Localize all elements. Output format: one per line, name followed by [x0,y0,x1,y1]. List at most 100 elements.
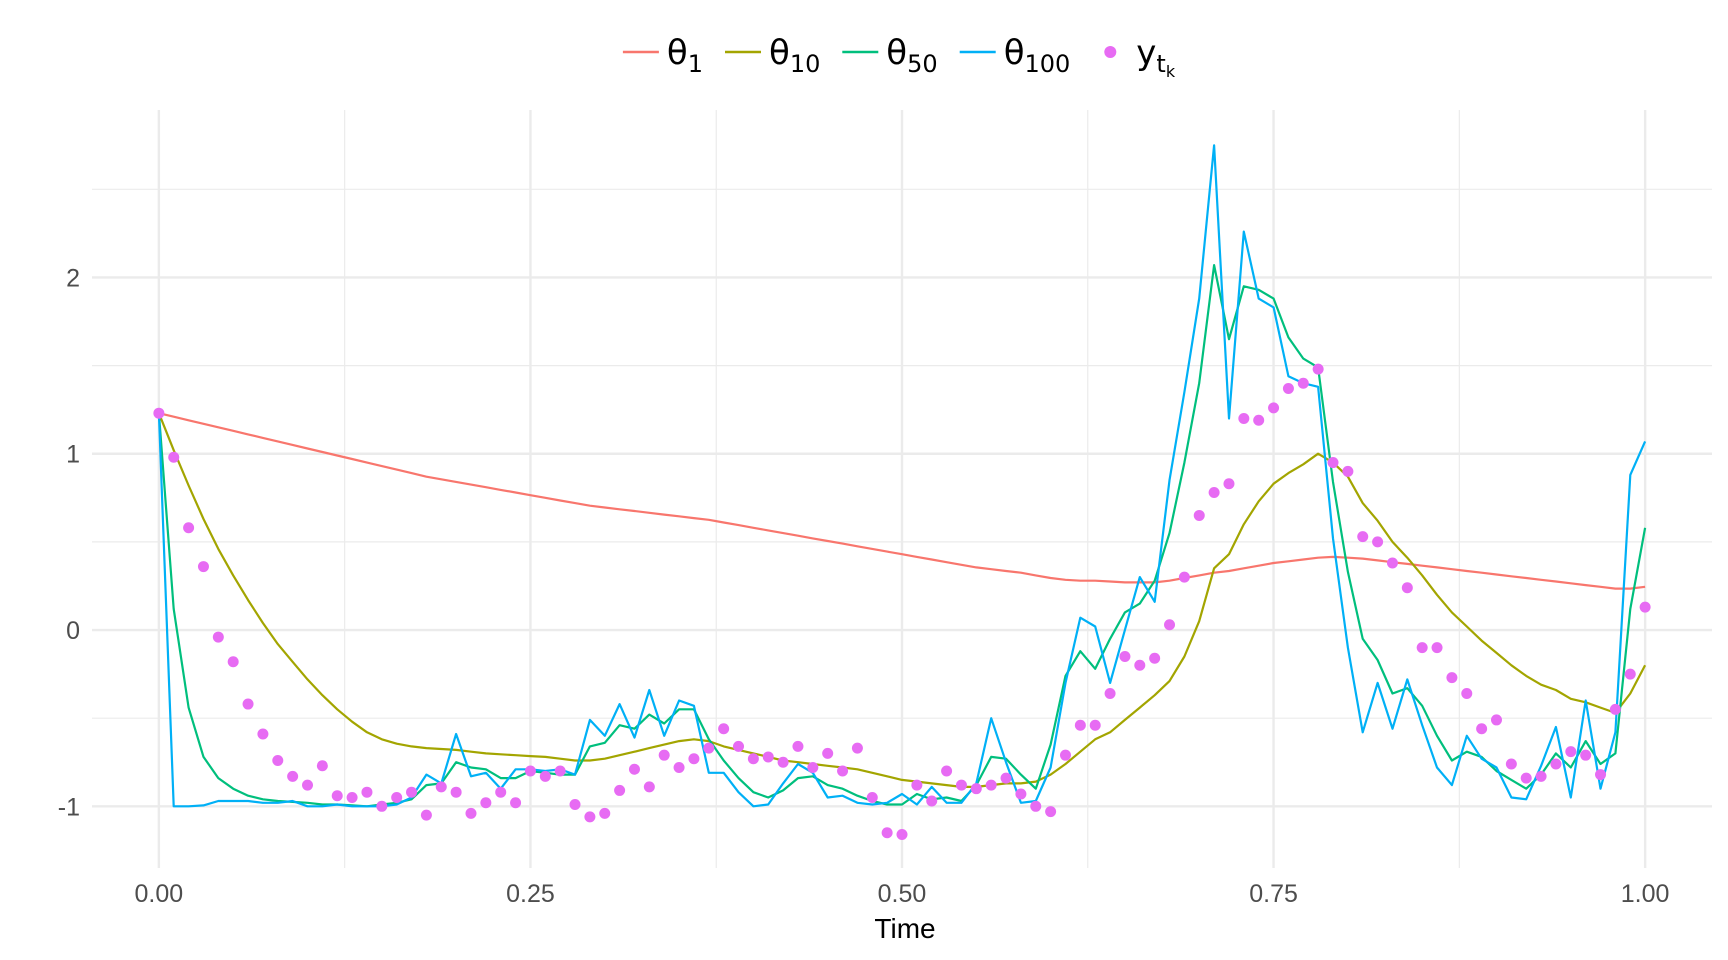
data-point [1030,800,1042,812]
legend-item-theta-10: θ10 [725,33,820,78]
data-point [1461,687,1473,699]
data-point [316,760,328,772]
series-line-theta-10 [157,412,1647,789]
data-point [1268,402,1280,414]
grid-major [92,110,1712,868]
data-point [822,747,834,759]
data-point [1565,746,1577,758]
data-point [688,753,700,765]
y-tick-label: -1 [58,793,80,821]
data-point [1520,772,1532,784]
data-point [1595,769,1607,781]
x-tick-label: 0.25 [506,880,555,908]
data-point [777,756,789,768]
data-point [539,770,551,782]
legend-item-theta-100: θ100 [959,33,1071,78]
data-point [510,797,522,809]
data-point [1164,619,1176,631]
data-point [1178,571,1190,583]
data-point [1104,687,1116,699]
data-point [1505,758,1517,770]
data-point [1089,719,1101,731]
data-point [212,631,224,643]
legend-item-y-tk: ytk [1104,33,1176,81]
data-point [197,561,209,573]
data-point [495,786,507,798]
legend-label: θ1 [667,33,703,78]
data-point [1327,457,1339,469]
x-axis-title: Time [874,913,935,944]
data-point [747,753,759,765]
x-tick-label: 0.50 [878,880,927,908]
data-point [1386,557,1398,569]
data-point [1000,772,1012,784]
data-point [1015,788,1027,800]
legend-label: θ100 [1004,33,1071,78]
data-point [361,786,373,798]
series-points-y-tk [153,363,1651,841]
data-point [1431,642,1443,654]
data-point [1297,377,1309,389]
x-tick-label: 0.75 [1249,880,1298,908]
data-point [1238,412,1250,424]
legend-label: θ10 [769,33,820,78]
data-point [733,740,745,752]
data-point [1223,478,1235,490]
data-point [643,781,655,793]
x-tick-label: 0.00 [135,880,184,908]
data-point [1639,601,1651,613]
data-point [420,809,432,821]
data-point [346,791,358,803]
data-point [1624,668,1636,680]
data-point [1372,536,1384,548]
legend-label: ytk [1136,33,1176,81]
data-point [792,740,804,752]
data-point [331,790,343,802]
data-point [1535,770,1547,782]
data-point [227,656,239,668]
data-point [911,779,923,791]
data-point [1401,582,1413,594]
data-point [881,827,893,839]
data-point [465,807,477,819]
y-tick-label: 1 [66,441,80,469]
data-point [242,698,254,710]
data-point [554,765,566,777]
legend-item-theta-1: θ1 [622,33,703,78]
data-point [762,751,774,763]
y-axis-tick-labels: -1 0 1 2 [58,264,80,821]
x-axis-tick-labels: 0.00 0.25 0.50 0.75 1.00 [135,880,1670,908]
data-point [1208,487,1220,499]
data-point [1074,719,1086,731]
data-point [153,407,165,419]
y-tick-label: 2 [66,264,80,292]
legend-key-point [1104,46,1117,58]
data-point [287,770,299,782]
data-point [450,786,462,798]
legend: θ1 θ10 θ50 θ100 ytk [622,33,1176,81]
data-point [183,522,195,534]
data-point [1149,652,1161,664]
data-point [1282,383,1294,395]
data-point [1609,703,1621,715]
data-point [807,762,819,774]
data-point [1119,650,1131,662]
data-point [1357,531,1369,543]
data-point [851,742,863,754]
data-point [628,763,640,775]
data-point [673,762,685,774]
data-point [599,807,611,819]
data-point [524,765,536,777]
data-point [569,799,581,811]
data-point [376,800,388,812]
data-point [866,791,878,803]
data-point [985,779,997,791]
data-point [406,786,418,798]
data-point [1446,672,1458,684]
data-point [1045,806,1057,818]
x-tick-label: 1.00 [1621,880,1670,908]
data-point [584,811,596,823]
data-point [896,829,908,841]
data-point [1416,642,1428,654]
data-point [658,749,670,761]
